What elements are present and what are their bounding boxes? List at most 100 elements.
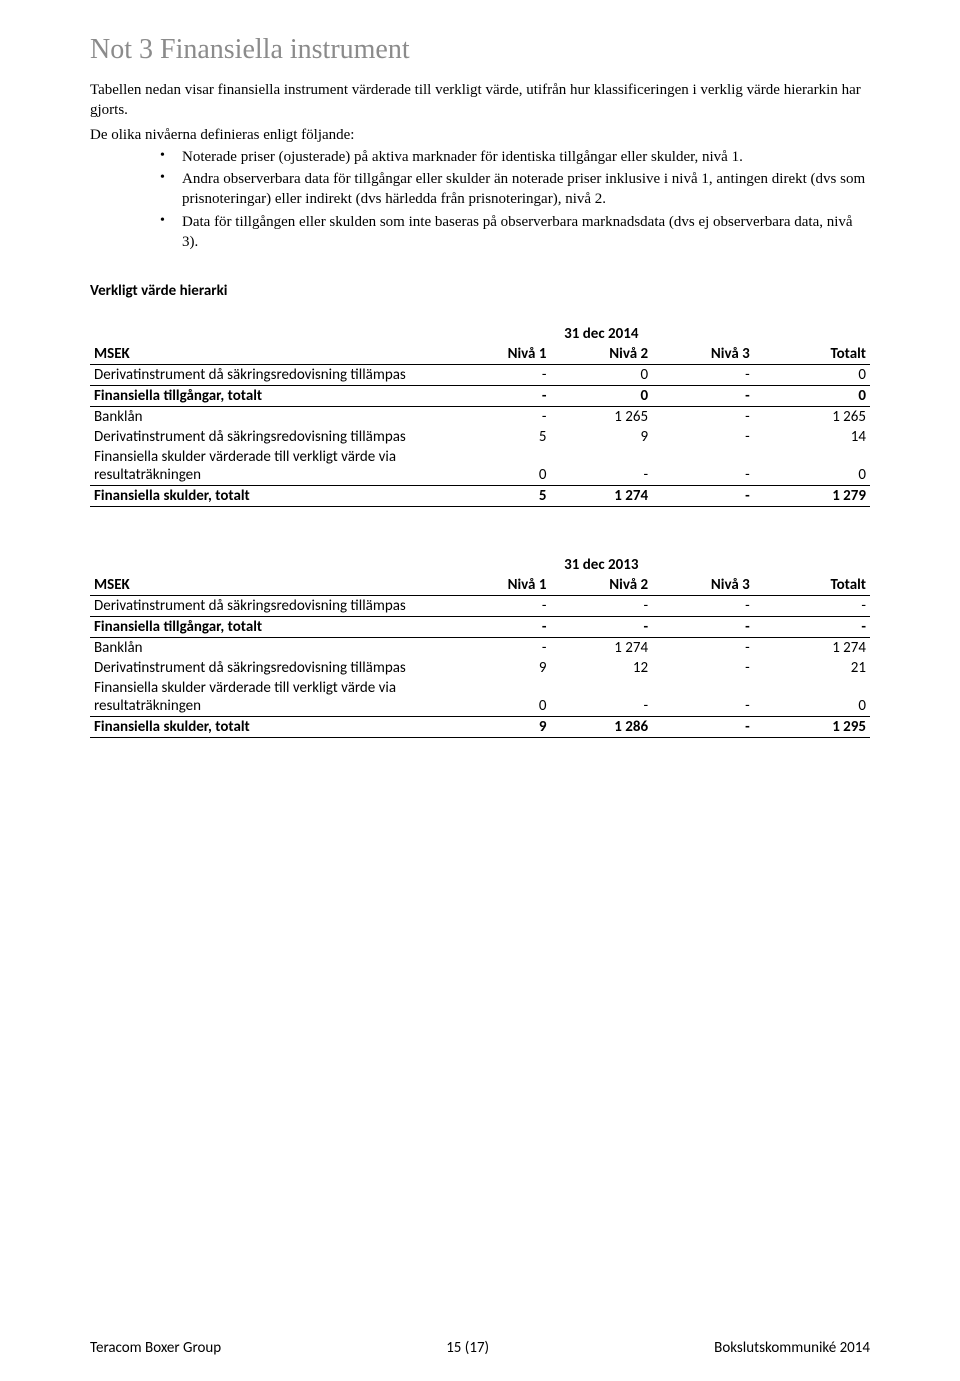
table-cell: - bbox=[550, 447, 652, 486]
table-cell: - bbox=[449, 617, 551, 638]
table-cell: 5 bbox=[449, 427, 551, 447]
table-cell: 9 bbox=[449, 717, 551, 738]
financial-table: 31 dec 2013MSEKNivå 1Nivå 2Nivå 3Totalt D… bbox=[90, 555, 870, 738]
table-cell: 12 bbox=[550, 658, 652, 678]
table-cell: Derivatinstrument då säkringsredovisning… bbox=[90, 427, 449, 447]
financial-table: 31 dec 2014MSEKNivå 1Nivå 2Nivå 3TotaltD… bbox=[90, 324, 870, 507]
table-cell: - bbox=[754, 617, 870, 638]
table-cell: - bbox=[652, 386, 754, 407]
table-header: Totalt bbox=[754, 344, 870, 365]
table-row: Derivatinstrument då säkringsredovisning… bbox=[90, 596, 870, 617]
table-row: Derivatinstrument då säkringsredovisning… bbox=[90, 658, 870, 678]
table-cell: - bbox=[449, 407, 551, 428]
table-header: Totalt bbox=[754, 575, 870, 596]
table-cell: - bbox=[652, 617, 754, 638]
table-cell bbox=[90, 324, 449, 344]
table-cell: Finansiella skulder, totalt bbox=[90, 486, 449, 507]
table-cell: 1 295 bbox=[754, 717, 870, 738]
table-row: Finansiella skulder, totalt91 286-1 295 bbox=[90, 717, 870, 738]
table-header: Nivå 3 bbox=[652, 575, 754, 596]
table-cell: Finansiella tillgångar, totalt bbox=[90, 617, 449, 638]
table-header: Nivå 2 bbox=[550, 575, 652, 596]
table-cell: Derivatinstrument då säkringsredovisning… bbox=[90, 365, 449, 386]
table-header: Nivå 1 bbox=[449, 344, 551, 365]
table-cell: - bbox=[449, 596, 551, 617]
table-cell bbox=[754, 324, 870, 344]
table-cell: - bbox=[652, 447, 754, 486]
table-cell: - bbox=[449, 638, 551, 659]
table-cell bbox=[90, 555, 449, 575]
table-cell: 1 279 bbox=[754, 486, 870, 507]
table-cell: Finansiella tillgångar, totalt bbox=[90, 386, 449, 407]
table-section-heading: Verkligt värde hierarki bbox=[90, 282, 870, 300]
bullet-item: Andra observerbara data för tillgångar e… bbox=[160, 169, 870, 210]
table-cell: Derivatinstrument då säkringsredovisning… bbox=[90, 658, 449, 678]
footer-center: 15 (17) bbox=[446, 1339, 489, 1357]
table-cell: 0 bbox=[754, 678, 870, 717]
table-row: Derivatinstrument då säkringsredovisning… bbox=[90, 427, 870, 447]
table-cell: 1 286 bbox=[550, 717, 652, 738]
bullet-item: Data för tillgången eller skulden som in… bbox=[160, 212, 870, 253]
table-cell: - bbox=[550, 596, 652, 617]
bullet-item: Noterade priser (ojusterade) på aktiva m… bbox=[160, 147, 870, 167]
table-cell: - bbox=[449, 386, 551, 407]
table-header: Nivå 2 bbox=[550, 344, 652, 365]
table-cell: 0 bbox=[550, 386, 652, 407]
table-cell: Finansiella skulder värderade till verkl… bbox=[90, 678, 449, 717]
table-cell: - bbox=[652, 365, 754, 386]
table-row: Finansiella skulder värderade till verkl… bbox=[90, 447, 870, 486]
table-cell: 9 bbox=[449, 658, 551, 678]
table-cell: Finansiella skulder, totalt bbox=[90, 717, 449, 738]
page: Not 3 Finansiella instrument Tabellen ne… bbox=[0, 0, 960, 1381]
table-cell: 0 bbox=[754, 386, 870, 407]
table-header: MSEK bbox=[90, 575, 449, 596]
table-cell: 0 bbox=[754, 365, 870, 386]
intro-paragraph: Tabellen nedan visar finansiella instrum… bbox=[90, 80, 870, 121]
table-cell: 1 274 bbox=[550, 638, 652, 659]
table-cell: 14 bbox=[754, 427, 870, 447]
table-cell: 0 bbox=[449, 678, 551, 717]
footer-right: Bokslutskommuniké 2014 bbox=[714, 1339, 870, 1357]
table-cell: - bbox=[652, 658, 754, 678]
table-cell: 5 bbox=[449, 486, 551, 507]
table-period: 31 dec 2014 bbox=[449, 324, 754, 344]
table-cell: - bbox=[449, 365, 551, 386]
table-header: Nivå 1 bbox=[449, 575, 551, 596]
table-cell: Derivatinstrument då säkringsredovisning… bbox=[90, 596, 449, 617]
table-period: 31 dec 2013 bbox=[449, 555, 754, 575]
list-intro: De olika nivåerna definieras enligt följ… bbox=[90, 125, 870, 145]
table-cell: - bbox=[652, 427, 754, 447]
table-cell: 0 bbox=[550, 365, 652, 386]
table-cell: - bbox=[754, 596, 870, 617]
table-row: Finansiella tillgångar, totalt---- bbox=[90, 617, 870, 638]
table-row: Derivatinstrument då säkringsredovisning… bbox=[90, 365, 870, 386]
table-row: Finansiella skulder värderade till verkl… bbox=[90, 678, 870, 717]
table-header: Nivå 3 bbox=[652, 344, 754, 365]
table-cell: Banklån bbox=[90, 407, 449, 428]
table-cell: Banklån bbox=[90, 638, 449, 659]
table-row: Finansiella skulder, totalt51 274-1 279 bbox=[90, 486, 870, 507]
table-cell: 0 bbox=[754, 447, 870, 486]
page-footer: Teracom Boxer Group 15 (17) Bokslutskomm… bbox=[90, 1339, 870, 1357]
table-cell: - bbox=[652, 638, 754, 659]
tables-container: 31 dec 2014MSEKNivå 1Nivå 2Nivå 3TotaltD… bbox=[90, 324, 870, 738]
table-cell: - bbox=[652, 596, 754, 617]
table-cell: Finansiella skulder värderade till verkl… bbox=[90, 447, 449, 486]
table-cell: 9 bbox=[550, 427, 652, 447]
definition-list: Noterade priser (ojusterade) på aktiva m… bbox=[90, 147, 870, 252]
table-row: Finansiella tillgångar, totalt-0-0 bbox=[90, 386, 870, 407]
table-cell: 21 bbox=[754, 658, 870, 678]
table-cell: 1 265 bbox=[754, 407, 870, 428]
table-cell: - bbox=[550, 678, 652, 717]
footer-left: Teracom Boxer Group bbox=[90, 1339, 221, 1357]
table-cell: 1 274 bbox=[550, 486, 652, 507]
table-cell: 0 bbox=[449, 447, 551, 486]
table-cell: - bbox=[652, 678, 754, 717]
table-cell: - bbox=[652, 486, 754, 507]
table-cell: 1 274 bbox=[754, 638, 870, 659]
page-title: Not 3 Finansiella instrument bbox=[90, 34, 870, 66]
table-cell: 1 265 bbox=[550, 407, 652, 428]
table-row: Banklån-1 265-1 265 bbox=[90, 407, 870, 428]
table-row: Banklån-1 274-1 274 bbox=[90, 638, 870, 659]
table-cell: - bbox=[550, 617, 652, 638]
